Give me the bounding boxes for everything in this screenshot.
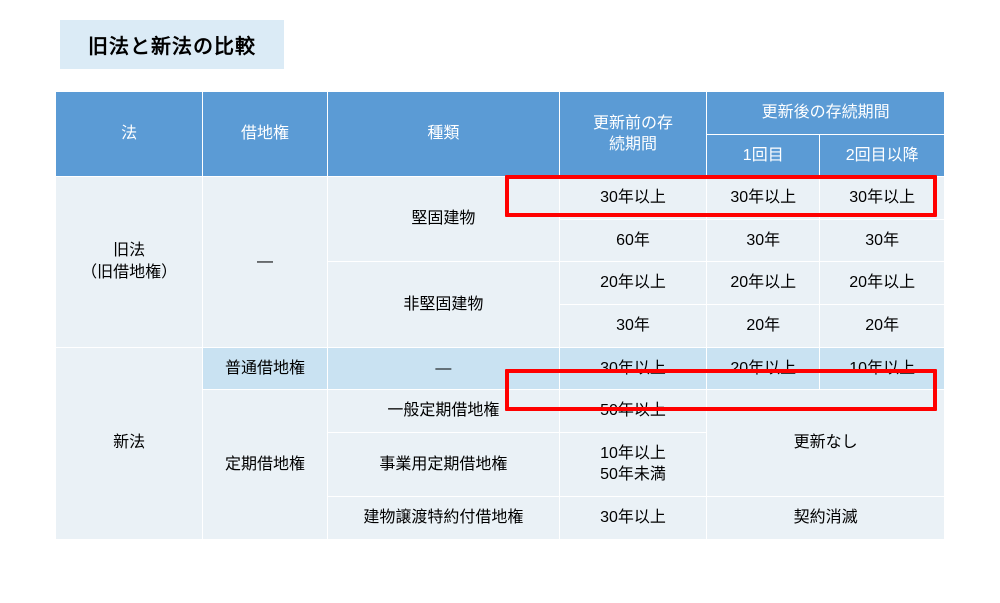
- table-row: 新法 普通借地権 ― 30年以上 20年以上 10年以上: [56, 347, 945, 390]
- cell: 30年以上: [559, 177, 706, 220]
- cell: 30年以上: [559, 496, 706, 539]
- table-row: 旧法 （旧借地権） ― 堅固建物 30年以上 30年以上 30年以上: [56, 177, 945, 220]
- cell: 30年: [820, 219, 945, 262]
- cell-futsuu-right: 普通借地権: [203, 347, 328, 390]
- cell-futsuu-type: ―: [327, 347, 559, 390]
- cell-teiki2-type: 事業用定期借地権: [327, 432, 559, 496]
- cell: 30年: [707, 219, 820, 262]
- cell: 20年以上: [820, 262, 945, 305]
- th-law: 法: [56, 92, 203, 177]
- cell: 20年以上: [559, 262, 706, 305]
- cell: 20年: [820, 304, 945, 347]
- cell: 30年: [559, 304, 706, 347]
- cell-teiki3-type: 建物譲渡特約付借地権: [327, 496, 559, 539]
- cell: 10年以上: [820, 347, 945, 390]
- cell: 30年以上: [820, 177, 945, 220]
- cell: 20年以上: [707, 262, 820, 305]
- cell: 30年以上: [559, 347, 706, 390]
- cell: 10年以上 50年未満: [559, 432, 706, 496]
- table-wrapper: 法 借地権 種類 更新前の存 続期間 更新後の存続期間 1回目 2回目以降 旧法…: [55, 91, 945, 540]
- cell: 50年以上: [559, 390, 706, 433]
- cell-teiki-right: 定期借地権: [203, 390, 328, 539]
- cell: 30年以上: [707, 177, 820, 220]
- cell-hikengo: 非堅固建物: [327, 262, 559, 347]
- cell-old-right: ―: [203, 177, 328, 347]
- th-post-1: 1回目: [707, 134, 820, 177]
- cell-old-law: 旧法 （旧借地権）: [56, 177, 203, 347]
- th-post-group: 更新後の存続期間: [707, 92, 945, 135]
- th-type: 種類: [327, 92, 559, 177]
- cell-none: 更新なし: [707, 390, 945, 497]
- cell-new-law: 新法: [56, 347, 203, 539]
- cell: 20年以上: [707, 347, 820, 390]
- cell: 20年: [707, 304, 820, 347]
- cell-teiki1-type: 一般定期借地権: [327, 390, 559, 433]
- page-title: 旧法と新法の比較: [60, 20, 284, 69]
- th-post-2: 2回目以降: [820, 134, 945, 177]
- th-right: 借地権: [203, 92, 328, 177]
- cell-disappear: 契約消滅: [707, 496, 945, 539]
- cell-kengo: 堅固建物: [327, 177, 559, 262]
- comparison-table: 法 借地権 種類 更新前の存 続期間 更新後の存続期間 1回目 2回目以降 旧法…: [55, 91, 945, 540]
- header-row-1: 法 借地権 種類 更新前の存 続期間 更新後の存続期間: [56, 92, 945, 135]
- cell: 60年: [559, 219, 706, 262]
- th-pre: 更新前の存 続期間: [559, 92, 706, 177]
